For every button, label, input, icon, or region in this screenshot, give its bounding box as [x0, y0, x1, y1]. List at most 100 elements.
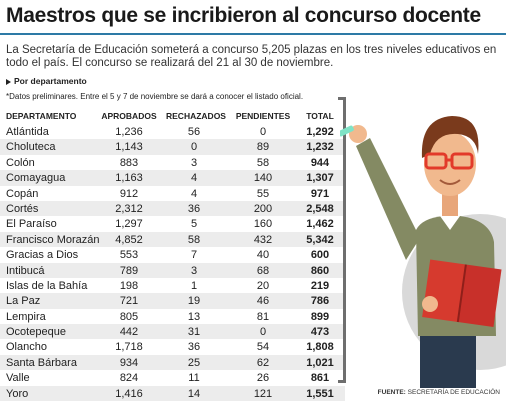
cell-rechazados: 3: [190, 264, 198, 277]
table-row: Intibucá 789 3 68 860: [0, 262, 345, 278]
table-row: La Paz 721 19 46 786: [0, 293, 345, 309]
cell-pendientes: 89: [256, 141, 270, 154]
table-bracket: [338, 97, 346, 383]
table-row: Santa Bárbara 934 25 62 1,021: [0, 354, 345, 371]
cell-total: 899: [310, 310, 330, 323]
cell-total: 473: [310, 326, 330, 339]
cell-total: 1,307: [306, 172, 334, 185]
cell-rechazados: 7: [190, 249, 198, 262]
table-row: Valle 824 11 26 861: [0, 370, 345, 385]
cell-aprobados: 2,312: [115, 202, 143, 215]
table-body: Atlántida 1,236 56 0 1,292 Choluteca 1,143 0 89 1…: [0, 124, 345, 401]
footnote: *Datos preliminares. Entre el 5 y 7 de n…: [6, 92, 304, 101]
cell-aprobados: 824: [119, 372, 139, 385]
cell-aprobados: 1,416: [115, 387, 143, 400]
cell-rechazados: 5: [190, 218, 198, 231]
table-row: Islas de la Bahía 198 1 20 219: [0, 278, 345, 293]
cell-departamento: Intibucá: [6, 264, 45, 277]
teacher-collar: [440, 216, 460, 230]
header-departamento: DEPARTAMENTO: [6, 111, 77, 121]
cell-departamento: Lempira: [6, 310, 46, 323]
table-row: Yoro 1,416 14 121 1,551: [0, 385, 345, 401]
cell-pendientes: 40: [256, 249, 270, 262]
table-row: Gracias a Dios 553 7 40 600: [0, 247, 345, 262]
cell-pendientes: 68: [256, 264, 270, 277]
chalk: [340, 125, 354, 137]
teacher-face: [424, 132, 476, 196]
teacher-mouth: [439, 179, 461, 185]
table-row: Ocotepeque 442 31 0 473: [0, 324, 345, 340]
cell-departamento: Santa Bárbara: [6, 356, 77, 369]
data-table: DEPARTAMENTO APROBADOS RECHAZADOS PENDIE…: [0, 108, 345, 401]
cell-departamento: Cortés: [6, 202, 39, 215]
cell-pendientes: 160: [253, 218, 273, 231]
cell-departamento: Choluteca: [6, 141, 56, 154]
cell-departamento: Valle: [6, 372, 30, 385]
cell-pendientes: 200: [253, 202, 273, 215]
triangle-right-icon: [6, 78, 11, 85]
cell-aprobados: 805: [119, 310, 139, 323]
teacher-hair: [421, 116, 479, 158]
table-row: Francisco Morazán 4,852 58 432 5,342: [0, 231, 345, 248]
cell-total: 786: [310, 295, 330, 308]
cell-total: 1,232: [306, 141, 334, 154]
cell-departamento: La Paz: [6, 295, 41, 308]
cell-rechazados: 1: [190, 279, 198, 292]
cell-departamento: Colón: [6, 156, 35, 169]
cell-rechazados: 4: [190, 187, 198, 200]
header-aprobados: APROBADOS: [101, 111, 157, 121]
cell-rechazados: 25: [187, 356, 201, 369]
table-row: Lempira 805 13 81 899: [0, 309, 345, 324]
cell-total: 860: [310, 264, 330, 277]
table-header: DEPARTAMENTO APROBADOS RECHAZADOS PENDIE…: [0, 108, 345, 124]
cell-rechazados: 13: [187, 310, 201, 323]
cell-rechazados: 36: [187, 202, 201, 215]
cell-pendientes: 58: [256, 156, 270, 169]
cell-total: 1,462: [306, 218, 334, 231]
cell-pendientes: 46: [256, 295, 270, 308]
cell-total: 944: [310, 156, 330, 169]
subhead: Por departamento: [6, 76, 87, 86]
header-pendientes: PENDIENTES: [235, 111, 291, 121]
cell-departamento: Ocotepeque: [6, 326, 66, 339]
teacher-raised-arm: [356, 138, 420, 260]
table-row: Copán 912 4 55 971: [0, 186, 345, 201]
cell-departamento: Gracias a Dios: [6, 249, 79, 262]
cell-total: 861: [310, 372, 330, 385]
table-row: Comayagua 1,163 4 140 1,307: [0, 170, 345, 186]
cell-departamento: Yoro: [6, 387, 29, 400]
cell-pendientes: 0: [259, 126, 267, 138]
cell-aprobados: 721: [119, 295, 139, 308]
cell-aprobados: 1,143: [115, 141, 143, 154]
table-row: Cortés 2,312 36 200 2,548: [0, 200, 345, 217]
cell-aprobados: 4,852: [115, 233, 143, 246]
cell-total: 971: [310, 187, 330, 200]
cell-departamento: Atlántida: [6, 126, 49, 138]
cell-total: 1,551: [306, 387, 334, 400]
header-total: TOTAL: [306, 111, 334, 121]
cell-aprobados: 1,297: [115, 218, 143, 231]
cell-aprobados: 883: [119, 156, 139, 169]
cell-rechazados: 56: [187, 126, 201, 138]
teacher-lower-hand: [422, 296, 438, 312]
cell-departamento: Copán: [6, 187, 39, 200]
table-row: Colón 883 3 58 944: [0, 155, 345, 170]
table-row: Olancho 1,718 36 54 1,808: [0, 339, 345, 354]
cell-pendientes: 62: [256, 356, 270, 369]
cell-departamento: Francisco Morazán: [6, 233, 100, 246]
cell-aprobados: 198: [119, 279, 139, 292]
intro-text: La Secretaría de Educación someterá a co…: [6, 44, 497, 69]
cell-departamento: Islas de la Bahía: [6, 279, 88, 292]
cell-rechazados: 3: [190, 156, 198, 169]
cell-aprobados: 1,718: [115, 341, 143, 354]
subhead-label: Por departamento: [14, 76, 87, 86]
cell-pendientes: 140: [253, 172, 273, 185]
cell-departamento: Comayagua: [6, 172, 66, 185]
source-credit: FUENTE: SECRETARÍA DE EDUCACIÓN: [377, 389, 500, 396]
cell-pendientes: 20: [256, 279, 270, 292]
cell-total: 1,292: [306, 126, 334, 138]
book-spine: [456, 264, 467, 323]
cell-aprobados: 1,236: [115, 126, 143, 138]
title-rule: [0, 33, 506, 35]
cell-rechazados: 58: [187, 233, 201, 246]
